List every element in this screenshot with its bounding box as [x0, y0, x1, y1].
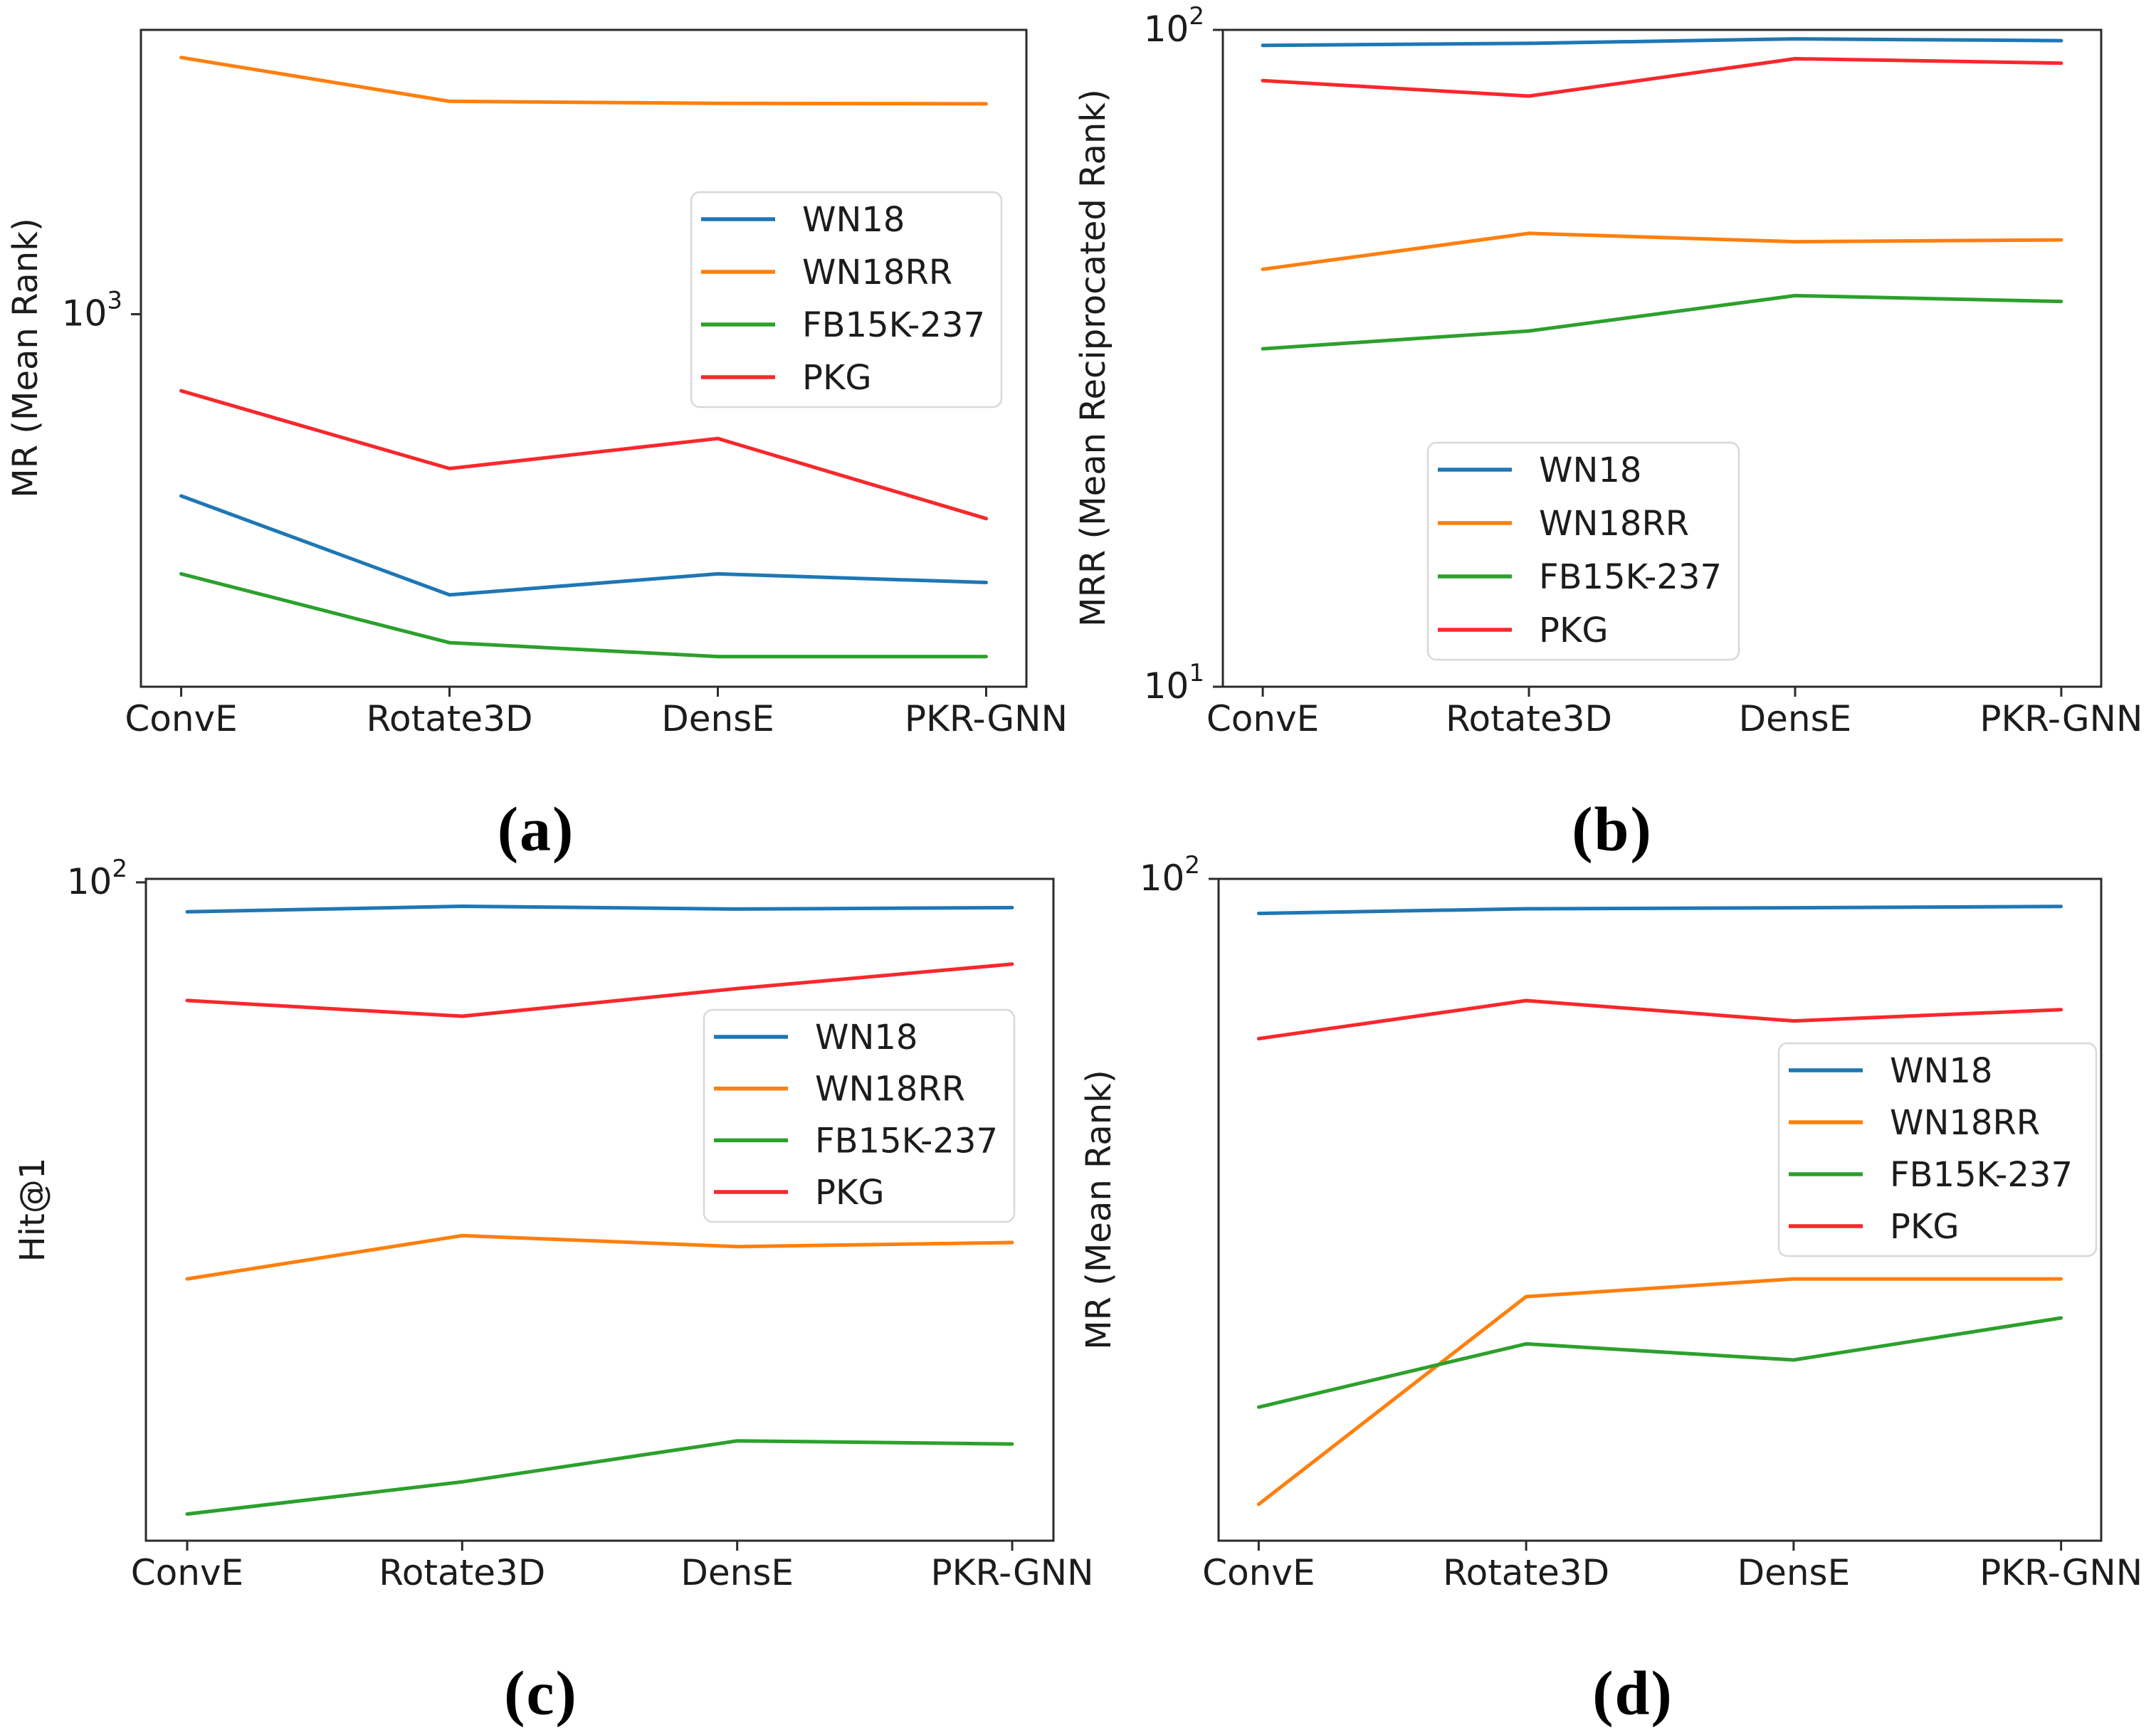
legend-label: FB15K-237	[815, 1121, 998, 1161]
series-line-wn18	[179, 494, 988, 597]
x-tick-label: ConvE	[1206, 698, 1319, 739]
y-axis-label: MR (Mean Rank)	[6, 218, 46, 497]
legend-label: WN18	[815, 1018, 917, 1057]
legend-label: WN18	[802, 200, 905, 240]
series-line-wn18	[1256, 904, 2063, 915]
legend-label: FB15K-237	[1890, 1155, 2073, 1195]
legend-box	[690, 191, 1003, 408]
x-tick-label: ConvE	[125, 698, 237, 739]
y-tick-label: 101	[1144, 659, 1204, 707]
legend-label: WN18	[1890, 1051, 1992, 1091]
series-line-wn18	[1261, 37, 2063, 48]
legend-label: WN18RR	[1890, 1103, 2040, 1143]
plot-area-border	[144, 877, 1055, 1542]
plot-area-border	[140, 28, 1028, 688]
plot-area-border	[1217, 877, 2103, 1542]
legend-label: WN18RR	[802, 253, 952, 292]
legend-box	[703, 1008, 1016, 1223]
legend-label: FB15K-237	[802, 305, 985, 345]
x-tick-label: DensE	[1737, 1552, 1851, 1593]
x-tick-label: ConvE	[1202, 1552, 1315, 1593]
y-tick-label: 102	[1140, 851, 1200, 899]
legend-label: PKG	[1539, 611, 1609, 650]
legend-label: WN18	[1539, 450, 1641, 490]
x-tick-label: PKR-GNN	[1979, 1552, 2142, 1593]
legend-label: FB15K-237	[1539, 557, 1722, 597]
series-line-wn18rr	[1256, 1277, 2063, 1507]
caption-b: (b)	[1572, 795, 1653, 865]
legend-label: WN18RR	[815, 1070, 965, 1109]
y-tick-label: 102	[67, 855, 127, 902]
series-line-wn18rr	[1261, 231, 2063, 271]
x-tick-label: Rotate3D	[379, 1552, 545, 1593]
series-line-pkg	[179, 389, 988, 521]
series-line-pkg	[1256, 998, 2063, 1040]
x-tick-label: ConvE	[131, 1552, 243, 1593]
series-line-wn18rr	[185, 1233, 1014, 1281]
series-line-wn18	[185, 904, 1014, 914]
legend-label: PKG	[1890, 1207, 1960, 1247]
series-line-pkg	[1261, 57, 2063, 98]
x-tick-label: PKR-GNN	[1979, 698, 2142, 739]
plot-area-border	[1221, 28, 2103, 688]
series-line-fb15k-237	[1261, 293, 2063, 351]
legend-label: PKG	[815, 1173, 885, 1213]
series-line-pkg	[185, 962, 1014, 1018]
caption-d: (d)	[1592, 1659, 1673, 1729]
series-line-fb15k-237	[1256, 1316, 2063, 1409]
x-tick-label: DensE	[661, 698, 774, 739]
series-line-fb15k-237	[179, 571, 988, 659]
y-axis-label: Hit@1	[13, 1158, 53, 1262]
y-axis-label: MR (Mean Rank)	[1079, 1070, 1119, 1349]
legend-label: WN18RR	[1539, 504, 1689, 544]
x-tick-label: DensE	[1739, 698, 1852, 739]
legend-label: PKG	[802, 358, 872, 398]
caption-a: (a)	[497, 795, 575, 865]
series-line-fb15k-237	[185, 1439, 1014, 1516]
x-tick-label: Rotate3D	[367, 698, 533, 739]
series-line-wn18rr	[179, 56, 988, 106]
x-tick-label: Rotate3D	[1443, 1552, 1609, 1593]
y-axis-label: MRR (Mean Reciprocated Rank)	[1073, 89, 1113, 627]
caption-c: (c)	[504, 1659, 578, 1729]
legend-box	[1777, 1042, 2098, 1257]
y-tick-label: 103	[62, 287, 122, 334]
legend-box	[1426, 441, 1740, 661]
x-tick-label: PKR-GNN	[905, 698, 1068, 739]
x-tick-label: Rotate3D	[1446, 698, 1612, 739]
y-tick-label: 102	[1144, 2, 1204, 50]
x-tick-label: PKR-GNN	[931, 1552, 1094, 1593]
x-tick-label: DensE	[680, 1552, 794, 1593]
